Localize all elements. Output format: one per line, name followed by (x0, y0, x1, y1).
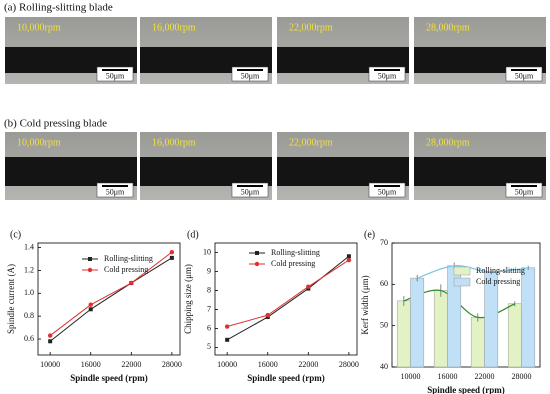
speed-label: 22,000rpm (289, 137, 333, 148)
row-label: (a) Rolling-slitting blade (4, 2, 113, 14)
point (224, 324, 230, 329)
y-axis-label: Kerf width (μm) (360, 275, 370, 334)
x-tick-label: 10000 (40, 360, 60, 369)
x-axis-label: Spindle speed (rpm) (70, 373, 148, 383)
legend-label: Rolling-slitting (271, 248, 320, 257)
y-tick-label: 8 (207, 285, 211, 294)
kerf-band (140, 157, 272, 186)
speed-label: 16,000rpm (152, 137, 196, 148)
y-tick-label: 0.6 (24, 334, 34, 343)
y-axis-label: Chipping size (μm) (183, 264, 193, 334)
speed-label: 28,000rpm (426, 137, 470, 148)
point (169, 249, 175, 255)
bar (521, 267, 536, 368)
legend-swatch (453, 266, 471, 276)
x-axis-label: Spindle speed (rpm) (427, 385, 505, 394)
point (346, 257, 352, 263)
point (88, 307, 93, 312)
point (48, 339, 53, 344)
y-tick-label: 60 (380, 279, 388, 288)
bar (484, 271, 499, 368)
y-axis-label: Spindle current (A) (6, 264, 16, 334)
legend-label: Cold pressing (104, 265, 148, 274)
legend-swatch (453, 277, 471, 287)
point (129, 280, 134, 286)
x-tick-label: 10000 (401, 372, 421, 381)
fit-curve (416, 265, 529, 279)
x-tick-label: 22000 (298, 360, 318, 369)
point (169, 255, 174, 260)
point (265, 312, 270, 318)
x-tick-label: 22000 (121, 360, 141, 369)
bar (470, 317, 485, 368)
panel-label: (d) (187, 229, 199, 240)
y-tick-label: 50 (380, 320, 388, 329)
scale-label: 50μm (241, 71, 260, 80)
y-tick-label: 40 (380, 362, 388, 371)
y-tick-label: 0.8 (24, 311, 34, 320)
plot-frame (214, 242, 358, 356)
legend-marker (87, 267, 93, 273)
series-line (49, 251, 173, 336)
point (88, 302, 93, 307)
bar (410, 277, 425, 368)
point (306, 284, 311, 289)
legend-label: Rolling-slitting (476, 266, 525, 275)
panel-label: (e) (364, 229, 375, 240)
kerf-band (277, 157, 409, 186)
x-tick-label: 16000 (81, 360, 101, 369)
point (47, 333, 53, 338)
series-line (49, 257, 173, 342)
kerf-band (5, 157, 137, 186)
x-tick-label: 28000 (339, 360, 359, 369)
legend-marker (88, 257, 92, 261)
scale-label: 50μm (515, 71, 534, 80)
scale-label: 50μm (378, 71, 397, 80)
y-tick-label: 1.0 (24, 288, 34, 297)
legend-marker (255, 251, 259, 255)
plot-frame (37, 242, 181, 356)
series-line (226, 255, 350, 341)
y-tick-label: 10 (203, 247, 211, 256)
legend-label: Rolling-slitting (104, 254, 153, 263)
y-tick-label: 1.2 (24, 265, 34, 274)
speed-label: 10,000rpm (17, 22, 61, 33)
scale-label: 50μm (106, 187, 125, 196)
speed-label: 22,000rpm (289, 22, 333, 33)
legend-marker (254, 261, 260, 267)
x-tick-label: 28000 (162, 360, 182, 369)
scale-label: 50μm (378, 187, 397, 196)
y-tick-label: 70 (380, 238, 388, 247)
x-tick-label: 16000 (438, 372, 458, 381)
point (225, 337, 230, 342)
point (346, 254, 351, 259)
bar (507, 303, 522, 368)
kerf-band (414, 157, 546, 186)
y-tick-label: 6 (207, 323, 211, 332)
y-tick-label: 9 (207, 266, 211, 275)
panel-label: (c) (10, 229, 21, 240)
row-label: (b) Cold pressing blade (4, 118, 107, 130)
speed-label: 28,000rpm (426, 22, 470, 33)
speed-label: 10,000rpm (17, 137, 61, 148)
series-line (227, 259, 350, 328)
scale-label: 50μm (106, 71, 125, 80)
x-tick-label: 10000 (217, 360, 237, 369)
y-tick-label: 7 (207, 304, 211, 313)
scale-label: 50μm (241, 187, 260, 196)
speed-label: 16,000rpm (152, 22, 196, 33)
y-tick-label: 5 (207, 342, 211, 351)
x-tick-label: 16000 (258, 360, 278, 369)
plot-frame (391, 242, 541, 368)
legend-label: Cold pressing (476, 277, 520, 286)
x-axis-label: Spindle speed (rpm) (247, 373, 325, 383)
bar (433, 290, 448, 368)
x-tick-label: 28000 (512, 372, 532, 381)
legend-label: Cold pressing (271, 259, 315, 268)
x-tick-label: 22000 (475, 372, 495, 381)
scale-label: 50μm (515, 187, 534, 196)
y-tick-label: 1.4 (24, 242, 34, 251)
bar (396, 300, 411, 368)
